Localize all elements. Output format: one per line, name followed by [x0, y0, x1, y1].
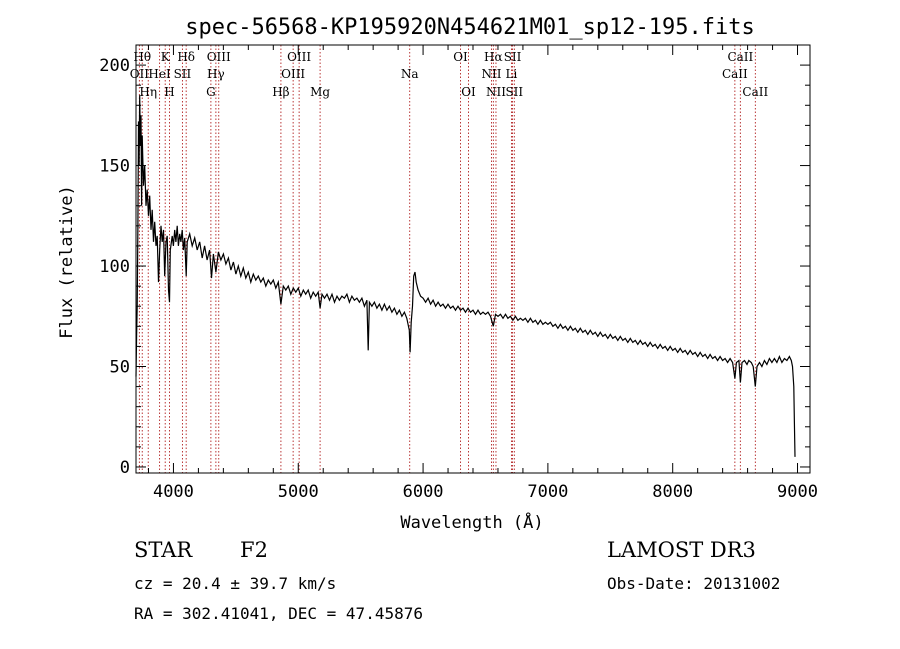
flux-series-line	[135, 95, 796, 457]
x-axis-label: Wavelength (Å)	[400, 511, 543, 533]
line-marker-label-22: SII	[504, 50, 522, 64]
plot-frame	[135, 44, 811, 474]
line-marker-label-1: Hθ	[133, 50, 151, 64]
x-tick-label-1: 5000	[278, 482, 319, 502]
survey-name: LAMOST DR3	[607, 538, 756, 562]
y-tick-label-2: 100	[99, 257, 130, 277]
chart-title: spec-56568-KP195920N454621M01_sp12-195.f…	[185, 15, 755, 40]
line-marker-label-2: Hη	[139, 85, 157, 99]
line-marker-label-6: SII	[174, 67, 192, 81]
x-tick-label-3: 7000	[527, 482, 568, 502]
axes: 4000 5000 6000 7000 8000 9000 0 50 100 150 200	[99, 44, 818, 502]
object-subclass: F2	[240, 538, 268, 562]
line-marker-label-24: CaII	[722, 67, 748, 81]
line-marker-label-10: OIII	[207, 50, 231, 64]
line-marker-label-12: OIII	[281, 67, 305, 81]
y-tick-label-0: 0	[120, 458, 130, 478]
object-class: STAR	[134, 538, 193, 562]
line-marker-label-25: CaII	[727, 50, 753, 64]
line-marker-label-0: OII	[130, 67, 150, 81]
line-marker-label-23: SII	[505, 85, 523, 99]
line-marker-label-8: G	[206, 85, 216, 99]
x-tick-label-2: 6000	[403, 482, 444, 502]
line-marker-label-16: OI	[453, 50, 468, 64]
x-tick-label-4: 8000	[652, 482, 693, 502]
line-marker-label-18: NII	[481, 67, 501, 81]
line-marker-label-4: K	[161, 50, 171, 64]
y-axis-label: Flux (relative)	[57, 185, 77, 339]
observation-date: Obs-Date: 20131002	[607, 574, 781, 593]
line-marker-label-3: HeI	[148, 67, 171, 81]
line-marker-label-17: OI	[461, 85, 476, 99]
line-marker-label-15: Na	[401, 67, 419, 81]
spectral-line-markers	[138, 45, 756, 473]
line-marker-label-26: CaII	[742, 85, 768, 99]
y-tick-label-4: 200	[99, 56, 130, 76]
sky-coordinates: RA = 302.41041, DEC = 47.45876	[134, 604, 423, 623]
x-tick-label-0: 4000	[153, 482, 194, 502]
spectral-line-labels: OIIHθHηHeIKHSIIHδGHγOIIIHβOIIIOIIIMgNaOI…	[130, 50, 769, 99]
x-tick-label-5: 9000	[777, 482, 818, 502]
line-marker-label-5: H	[164, 85, 174, 99]
line-marker-label-7: Hδ	[177, 50, 195, 64]
line-marker-label-20: NII	[486, 85, 506, 99]
line-marker-label-14: Mg	[310, 85, 330, 99]
line-marker-label-19: Hα	[484, 50, 503, 64]
y-tick-label-3: 150	[99, 157, 130, 177]
line-marker-label-11: Hβ	[272, 85, 289, 99]
y-tick-label-1: 50	[110, 358, 130, 378]
redshift-cz: cz = 20.4 ± 39.7 km/s	[134, 574, 337, 593]
line-marker-label-9: Hγ	[207, 67, 225, 81]
line-marker-label-13: OIII	[287, 50, 311, 64]
line-marker-label-21: Li	[506, 67, 518, 81]
